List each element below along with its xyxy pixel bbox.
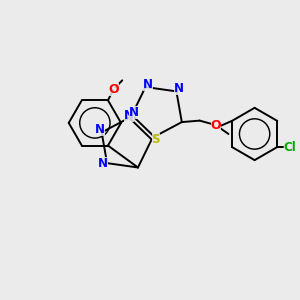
Text: N: N xyxy=(174,82,184,95)
Text: S: S xyxy=(152,133,160,146)
Text: Cl: Cl xyxy=(283,140,296,154)
Text: N: N xyxy=(143,78,153,91)
Text: O: O xyxy=(211,118,221,132)
Text: N: N xyxy=(98,157,108,169)
Text: N: N xyxy=(124,109,134,122)
Text: O: O xyxy=(108,83,119,96)
Text: N: N xyxy=(95,123,105,136)
Text: N: N xyxy=(129,106,139,119)
